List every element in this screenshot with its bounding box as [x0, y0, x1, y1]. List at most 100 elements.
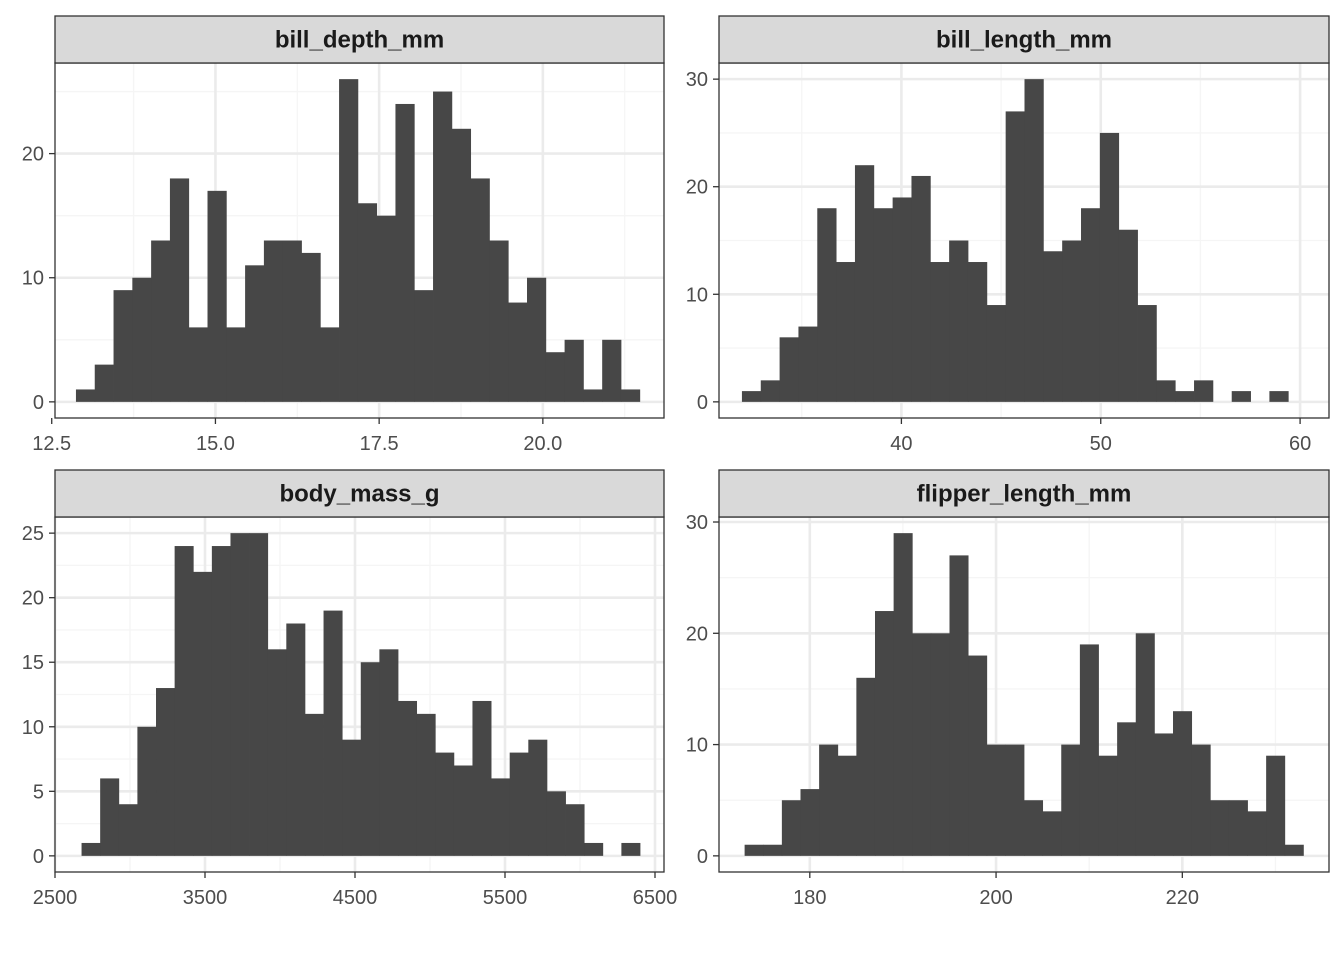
- histogram-bar: [1231, 391, 1251, 402]
- y-tick-label: 10: [22, 268, 44, 290]
- histogram-bar: [854, 165, 875, 402]
- histogram-bar: [602, 339, 622, 402]
- histogram-bar: [800, 789, 820, 856]
- histogram-bar: [301, 252, 321, 402]
- histogram-bar: [779, 337, 799, 402]
- histogram-bar: [491, 778, 511, 856]
- histogram-bar: [1005, 111, 1025, 402]
- histogram-bar: [1191, 744, 1211, 856]
- histogram-bar: [583, 389, 603, 402]
- histogram-bar: [527, 277, 547, 402]
- histogram-bar: [1156, 380, 1176, 402]
- histogram-bar: [1137, 305, 1157, 402]
- facet-panel-flipper-length-mm: flipper_length_mm 0 10 20 30 180 200 220: [686, 469, 1330, 909]
- histogram-bar: [967, 262, 988, 402]
- histogram-bar: [357, 203, 378, 402]
- histogram-bar: [874, 611, 895, 856]
- histogram-bar: [174, 546, 194, 856]
- facet-strip: [54, 469, 665, 518]
- histogram-bar: [416, 713, 436, 856]
- histogram-bar: [1175, 391, 1195, 402]
- histogram-bar: [564, 339, 584, 402]
- facet-panel-bill-length-mm: bill_length_mm 0 10 20 30 40 50 60: [686, 15, 1330, 455]
- y-tick-label: 30: [686, 512, 708, 534]
- x-tick-label: 15.0: [196, 433, 235, 455]
- facet-strip-label: flipper_length_mm: [917, 481, 1132, 508]
- histogram-bar: [949, 240, 969, 402]
- histogram-bar: [342, 739, 362, 856]
- histogram-bar: [156, 688, 176, 856]
- histogram-bar: [837, 755, 857, 856]
- histogram-bar: [1266, 755, 1286, 856]
- histogram-bar: [1024, 800, 1044, 856]
- histogram-bar: [137, 726, 157, 856]
- y-tick-label: 25: [22, 523, 44, 545]
- histogram-bar: [267, 649, 287, 856]
- histogram-bar: [1081, 208, 1101, 402]
- histogram-bar: [379, 649, 399, 856]
- histogram-bar: [986, 305, 1007, 402]
- x-tick-label: 200: [979, 887, 1012, 909]
- histogram-bar: [226, 327, 246, 402]
- histogram-bar: [892, 197, 912, 402]
- histogram-bar: [395, 103, 415, 402]
- histogram-bar: [81, 842, 101, 856]
- histogram-bar: [744, 844, 764, 856]
- y-tick-label: 0: [697, 846, 708, 868]
- histogram-bar: [930, 633, 950, 856]
- y-tick-label: 10: [22, 717, 44, 739]
- x-tick-label: 17.5: [360, 433, 399, 455]
- histogram-bar: [1024, 79, 1044, 402]
- histogram-bar: [1173, 711, 1193, 856]
- histogram-bar: [169, 178, 190, 402]
- histogram-bar: [930, 262, 950, 402]
- histogram-bar: [286, 623, 306, 856]
- histogram-bar: [817, 208, 837, 402]
- histogram-bar: [545, 352, 565, 402]
- facet-strip-label: bill_depth_mm: [275, 27, 444, 54]
- histogram-bar: [435, 752, 455, 856]
- histogram-bar: [249, 533, 269, 856]
- x-tick-label: 12.5: [32, 433, 71, 455]
- x-tick-label: 2500: [33, 887, 78, 909]
- histogram-bar: [1228, 800, 1248, 856]
- histogram-bar: [584, 842, 604, 856]
- x-tick-label: 180: [793, 887, 826, 909]
- histogram-bar: [323, 610, 343, 856]
- histogram-bar: [620, 389, 641, 402]
- histogram-bar: [1062, 240, 1082, 402]
- histogram-bar: [433, 91, 453, 402]
- histogram-bar: [1079, 644, 1099, 856]
- histogram-bar: [1135, 633, 1155, 856]
- histogram-bar: [230, 533, 250, 856]
- histogram-bar: [856, 677, 876, 856]
- histogram-bar: [912, 633, 932, 856]
- histogram-bar: [1284, 844, 1304, 856]
- y-tick-label: 10: [686, 284, 708, 306]
- histogram-bar: [1005, 744, 1025, 856]
- histogram-bar: [118, 804, 138, 856]
- histogram-bar: [760, 380, 781, 402]
- histogram-bar: [320, 327, 340, 402]
- histogram-bar: [193, 571, 213, 856]
- histogram-bar: [75, 389, 96, 402]
- histogram-bar: [1061, 744, 1081, 856]
- x-tick-label: 20.0: [523, 433, 562, 455]
- y-tick-label: 15: [22, 652, 44, 674]
- histogram-bar: [1043, 251, 1063, 402]
- y-tick-label: 0: [33, 846, 44, 868]
- histogram-bar: [94, 364, 114, 402]
- histogram-bar: [451, 128, 472, 402]
- histogram-bar: [1210, 800, 1230, 856]
- histogram-bar: [798, 326, 818, 402]
- histogram-bar: [100, 778, 120, 856]
- x-tick-label: 60: [1289, 433, 1311, 455]
- histogram-bar: [132, 277, 152, 402]
- facet-panel-body-mass-g: body_mass_g 0 5 10 15 20 25 2500 3500 4500 5500 650…: [22, 469, 678, 909]
- x-tick-label: 6500: [633, 887, 678, 909]
- histogram-bar: [1118, 229, 1138, 402]
- histogram-bar: [304, 713, 324, 856]
- x-tick-label: 3500: [183, 887, 228, 909]
- histogram-bar: [621, 842, 641, 856]
